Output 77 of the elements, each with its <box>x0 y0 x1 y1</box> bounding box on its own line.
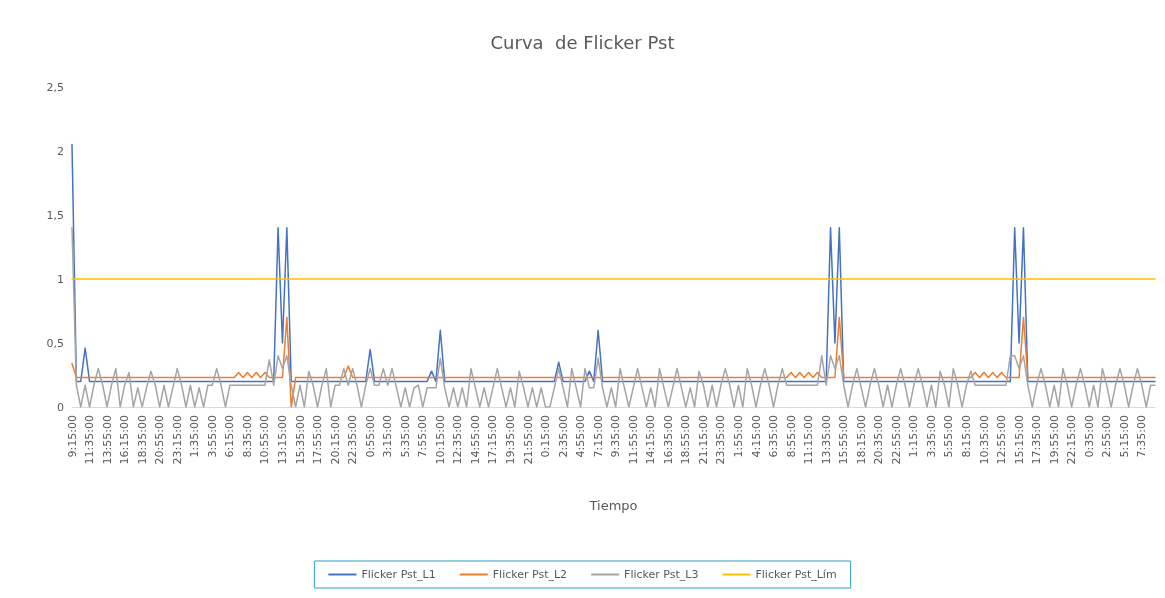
x-tick-label: 15:55:00 <box>837 415 851 465</box>
x-tick-label: 0:35:00 <box>1082 415 1096 458</box>
y-tick-label: 2,5 <box>46 80 64 94</box>
x-tick-label: 13:55:00 <box>100 415 114 465</box>
x-tick-label: 21:55:00 <box>521 415 535 465</box>
x-tick-label: 3:15:00 <box>381 415 395 458</box>
x-tick-label: 3:55:00 <box>205 415 219 458</box>
x-tick-label: 14:55:00 <box>468 415 482 465</box>
x-tick-label: 12:35:00 <box>451 415 465 465</box>
x-tick-label: 0:15:00 <box>539 415 553 458</box>
x-tick-label: 19:35:00 <box>503 415 517 465</box>
x-tick-label: 13:35:00 <box>819 415 833 465</box>
x-tick-label: 20:15:00 <box>328 415 342 465</box>
x-tick-label: 8:15:00 <box>959 415 973 458</box>
x-tick-label: 16:35:00 <box>661 415 675 465</box>
y-tick-label: 2 <box>57 144 64 158</box>
y-tick-label: 1 <box>57 272 64 286</box>
x-tick-label: 22:55:00 <box>889 415 903 465</box>
x-tick-label: 21:15:00 <box>696 415 710 465</box>
line-series <box>71 316 1156 408</box>
x-tick-label: 15:15:00 <box>1012 415 1026 465</box>
x-tick-label: 8:55:00 <box>784 415 798 458</box>
x-tick-label: 7:35:00 <box>1135 415 1149 458</box>
x-tick-label: 3:35:00 <box>924 415 938 458</box>
line-series <box>71 143 1156 383</box>
x-tick-label: 6:15:00 <box>223 415 237 458</box>
x-tick-label: 1:55:00 <box>731 415 745 458</box>
x-tick-label: 20:35:00 <box>872 415 886 465</box>
x-tick-label: 10:15:00 <box>433 415 447 465</box>
y-tick-label: 0,5 <box>46 336 64 350</box>
x-tick-label: 10:55:00 <box>258 415 272 465</box>
x-tick-label: 15:35:00 <box>293 415 307 465</box>
x-tick-label: 4:55:00 <box>574 415 588 458</box>
y-tick-label: 0 <box>57 400 64 414</box>
x-tick-label: 18:15:00 <box>854 415 868 465</box>
x-tick-label: 23:15:00 <box>170 415 184 465</box>
x-tick-label: 0:55:00 <box>363 415 377 458</box>
x-tick-label: 7:55:00 <box>416 415 430 458</box>
legend-label: Flicker Pst_L1 <box>361 568 436 581</box>
x-tick-label: 11:35:00 <box>83 415 97 465</box>
x-tick-label: 1:35:00 <box>188 415 202 458</box>
x-axis-title: Tiempo <box>588 498 638 513</box>
x-tick-label: 17:55:00 <box>311 415 325 465</box>
y-tick-label: 1,5 <box>46 208 64 222</box>
x-tick-label: 16:15:00 <box>118 415 132 465</box>
x-tick-label: 18:55:00 <box>679 415 693 465</box>
x-tick-label: 14:15:00 <box>644 415 658 465</box>
x-tick-label: 23:35:00 <box>714 415 728 465</box>
x-tick-label: 22:15:00 <box>1065 415 1079 465</box>
x-tick-label: 1:15:00 <box>907 415 921 458</box>
legend-label: Flicker Pst_L2 <box>492 568 568 581</box>
x-tick-label: 2:55:00 <box>1100 415 1114 458</box>
x-tick-label: 11:55:00 <box>626 415 640 465</box>
x-tick-label: 12:55:00 <box>995 415 1009 465</box>
x-tick-label: 20:55:00 <box>153 415 167 465</box>
x-tick-label: 5:55:00 <box>942 415 956 458</box>
x-tick-label: 17:15:00 <box>486 415 500 465</box>
x-tick-label: 19:55:00 <box>1047 415 1061 465</box>
x-tick-label: 10:35:00 <box>977 415 991 465</box>
x-tick-label: 22:35:00 <box>346 415 360 465</box>
line-series <box>71 227 1156 408</box>
x-tick-label: 8:35:00 <box>240 415 254 458</box>
legend-label: Flicker Pst_Lím <box>755 568 837 581</box>
x-tick-label: 6:35:00 <box>767 415 781 458</box>
legend-label: Flicker Pst_L3 <box>624 568 699 581</box>
x-tick-label: 9:15:00 <box>65 415 79 458</box>
x-tick-label: 18:35:00 <box>135 415 149 465</box>
x-tick-label: 4:15:00 <box>749 415 763 458</box>
x-tick-label: 5:35:00 <box>398 415 412 458</box>
x-tick-label: 9:35:00 <box>609 415 623 458</box>
x-tick-label: 7:15:00 <box>591 415 605 458</box>
x-tick-label: 17:35:00 <box>1030 415 1044 465</box>
x-tick-label: 5:15:00 <box>1117 415 1131 458</box>
x-tick-label: 11:15:00 <box>802 415 816 465</box>
chart-title: Curva de Flicker Pst <box>490 31 675 53</box>
x-tick-label: 2:35:00 <box>556 415 570 458</box>
x-tick-label: 13:15:00 <box>275 415 289 465</box>
